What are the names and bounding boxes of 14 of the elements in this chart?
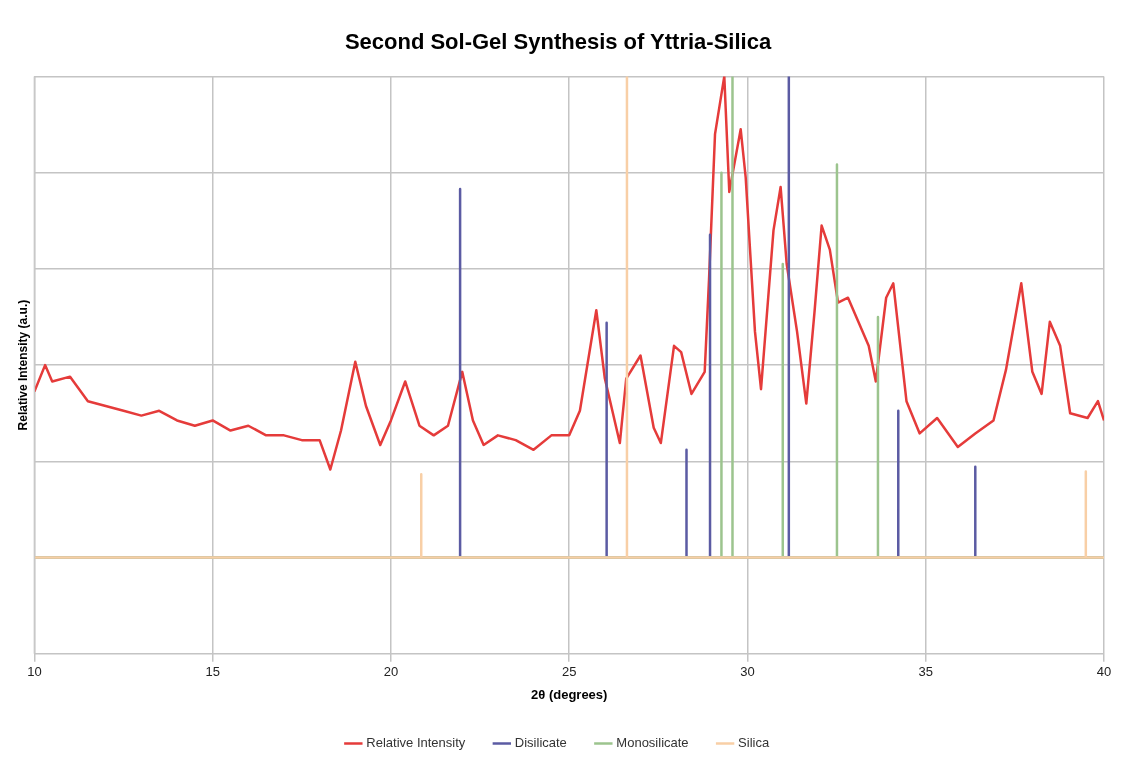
- x-tick-label: 40: [1096, 664, 1112, 680]
- x-tick-label: 10: [27, 664, 42, 680]
- x-axis-title: 2θ (degrees): [531, 686, 608, 702]
- x-tick-label: 20: [383, 664, 399, 680]
- chart-title: Second Sol-Gel Synthesis of Yttria-Silica: [344, 29, 772, 55]
- x-tick-label: 30: [740, 664, 755, 680]
- x-tick-label: 15: [205, 664, 220, 680]
- legend-label: Relative Intensity: [366, 735, 466, 751]
- legend-label: Monosilicate: [616, 735, 689, 751]
- y-axis-title: Relative Intensity (a.u.): [15, 299, 30, 431]
- legend-label: Disilicate: [514, 735, 567, 751]
- x-tick-label: 25: [561, 664, 577, 680]
- x-tick-label: 35: [918, 664, 933, 680]
- legend-label: Silica: [738, 735, 770, 751]
